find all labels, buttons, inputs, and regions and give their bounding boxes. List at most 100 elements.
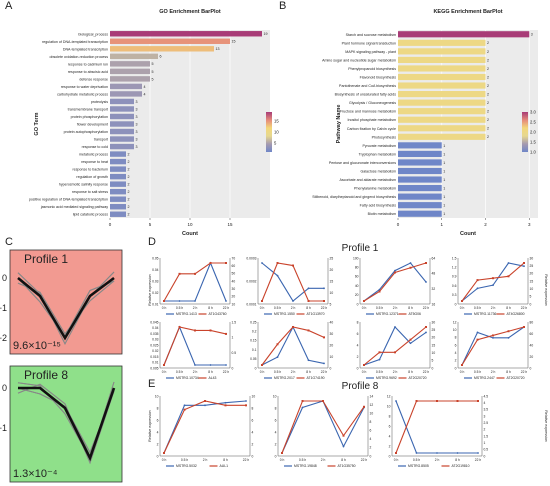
d-chart-7-blue-point: [409, 342, 412, 345]
kegg-bar-3: [398, 56, 486, 63]
d-chart-4-red-point: [507, 275, 510, 278]
d-chart-2-blue-point: [307, 287, 310, 290]
go-bar-13: [110, 128, 134, 135]
d-chart-6-legend-red-label: AT1G74190: [307, 376, 325, 380]
d-chart-3-xtick-2: 2 h: [393, 306, 398, 310]
d-chart-8-right-tick-0: 80: [530, 320, 534, 324]
d-chart-6-right-tick-3: 10: [330, 355, 334, 359]
go-bar-22: [110, 196, 126, 202]
d-chart-3-red-point: [378, 290, 381, 293]
go-bar-17: [110, 158, 126, 165]
d-chart-5-red-point: [163, 364, 165, 366]
e-chart-3-right-tick-7: 1: [484, 441, 486, 445]
d-chart-3-left-tick-4: 20: [355, 293, 359, 297]
e-chart-3-right-tick-0: 4.5: [484, 394, 489, 398]
panel-d-title: Profile 1: [342, 243, 379, 254]
go-value-label-5: 5: [152, 70, 154, 74]
profile-1-ytick-1: −1: [0, 303, 7, 313]
d-chart-3-red-point: [394, 271, 396, 274]
go-value-label-1: 15: [232, 40, 236, 44]
e-chart-1-right-tick-4: 2: [252, 442, 254, 446]
go-category-label-23: jasmonic acid mediated signaling pathway: [40, 205, 108, 209]
kegg-bar-6: [398, 82, 486, 89]
go-value-label-24: 2: [128, 213, 130, 217]
go-value-label-17: 2: [128, 160, 130, 164]
d-chart-3-blue-point: [378, 288, 381, 291]
d-chart-2-xtick-1: 0.5 h: [274, 306, 281, 310]
d-chart-8-red-point: [523, 326, 525, 328]
d-chart-1-blue-point: [178, 300, 181, 302]
e-chart-1-blue-point: [224, 401, 227, 404]
d-chart-5-red-point: [225, 332, 227, 335]
d-chart-5-left-tick-2: 0.035: [150, 332, 158, 336]
d-chart-1-right-tick-2: 50: [232, 272, 236, 276]
kegg-bar-14: [398, 150, 442, 157]
d-chart-8-red-point: [461, 364, 463, 366]
e-chart-1-right-tick-5: 0: [252, 454, 254, 458]
d-chart-4-left-tick-3: 0.6: [452, 284, 457, 288]
d-chart-8-blue-point: [507, 336, 510, 339]
d-chart-5-red-point: [194, 329, 196, 332]
d-chart-6-legend-blue-label: MSTRG.2017: [274, 376, 295, 380]
profile-1-ytick-0: 0: [2, 273, 7, 283]
e-chart-1-left-tick-5: 0: [157, 454, 159, 458]
d-chart-8-red-point: [476, 338, 479, 341]
kegg-value-label-7: 2: [487, 92, 489, 96]
go-category-label-6: defense response: [79, 77, 108, 81]
go-category-label-19: regulation of growth: [76, 175, 108, 179]
kegg-value-label-11: 2: [487, 127, 489, 131]
d-chart-7-red-point: [394, 351, 396, 354]
e-chart-2-xtick-3: 8 h: [341, 458, 346, 462]
d-chart-6-xtick-0: 0 h: [260, 370, 265, 374]
kegg-bar-0: [398, 31, 530, 38]
d-chart-4-legend-red-label: AT4G26800: [507, 312, 525, 316]
d-chart-6-right-tick-2: 20: [330, 343, 334, 347]
go-value-label-16: 2: [128, 152, 130, 156]
d-chart-3-xtick-0: 0 h: [362, 306, 367, 310]
d-chart-7-blue-point: [394, 326, 396, 328]
profile-1-title: Profile 1: [24, 252, 68, 266]
d-chart-5-blue-point: [209, 364, 212, 366]
d-chart-4-left-tick-1: 1.2: [452, 266, 457, 270]
e-chart-3-right-tick-4: 2.5: [484, 421, 489, 425]
e-chart-3-xtick-2: 2 h: [435, 458, 440, 462]
e-chart-2-right-tick-2: 10: [370, 411, 374, 415]
d-chart-2-legend-blue-label: MSTRG.1550: [274, 312, 295, 316]
d-chart-2-red-point: [323, 300, 325, 302]
d-chart-1-left-tick-4: 0.01: [152, 302, 159, 306]
kegg-legend-tick-0: 3.0: [530, 110, 536, 115]
e-chart-3-red-point: [456, 400, 459, 402]
kegg-bar-10: [398, 116, 486, 123]
e-chart-3-xtick-3: 8 h: [455, 458, 460, 462]
d-chart-3-blue-point: [425, 281, 427, 283]
d-chart-7-xtick-2: 2 h: [393, 370, 398, 374]
go-bar-14: [110, 136, 134, 142]
d-chart-6-red-point: [276, 343, 279, 346]
panel-letter-b: B: [279, 0, 287, 12]
go-value-label-19: 2: [128, 175, 130, 179]
e-chart-2-blue-point: [342, 445, 345, 448]
d-chart-8-right-tick-4: 0: [530, 366, 532, 370]
d-chart-1-xtick-3: 8 h: [208, 306, 213, 310]
e-chart-2-right-tick-1: 12: [370, 403, 374, 407]
kegg-category-label-6: Pantothenate and CoA biosynthesis: [339, 84, 396, 88]
d-chart-7-red-point: [425, 326, 427, 328]
d-chart-2-xtick-3: 8 h: [306, 306, 311, 310]
go-category-label-5: response to abscisic acid: [68, 70, 108, 74]
d-chart-2-blue-point: [261, 262, 263, 264]
kegg-category-label-18: Phenylalanine metabolism: [354, 187, 396, 191]
kegg-bar-20: [398, 202, 442, 209]
d-chart-2-blue-point: [292, 300, 294, 302]
e-chart-2-left-tick-0: 10: [273, 394, 277, 398]
profile-1-ytick-2: −2: [0, 333, 7, 343]
d-chart-4-xtick-1: 0.5 h: [474, 306, 481, 310]
e-chart-3-blue-point: [477, 452, 479, 454]
go-bar-2: [110, 46, 214, 52]
d-chart-6-left-tick-1: 0.2: [252, 330, 257, 334]
go-category-label-9: proteolysis: [91, 100, 108, 104]
go-value-label-6: 5: [152, 77, 154, 81]
profile-1-trend-line: [17, 276, 115, 341]
kegg-category-label-13: Pyruvate metabolism: [362, 144, 396, 148]
d-chart-1-red-point: [178, 272, 181, 275]
